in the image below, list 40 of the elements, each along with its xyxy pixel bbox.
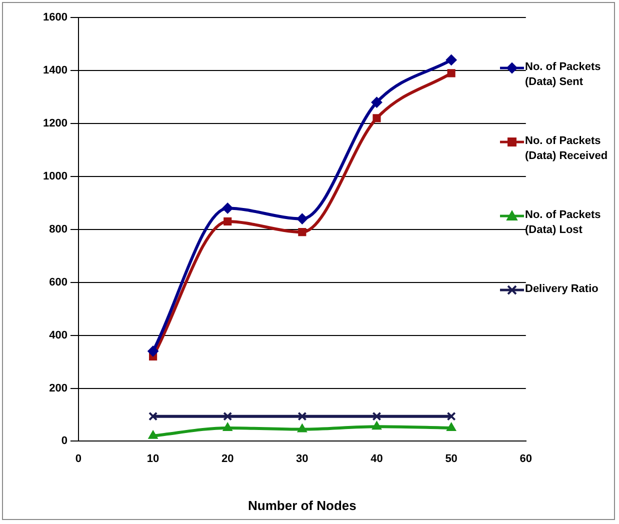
point	[446, 54, 457, 66]
point	[372, 412, 382, 421]
x-tick-label: 40	[370, 452, 383, 465]
y-tick-label: 800	[49, 223, 68, 236]
point	[148, 430, 158, 439]
legend-label: No. of Packets (Data) Lost	[525, 208, 602, 238]
point	[447, 69, 456, 78]
point	[298, 228, 306, 236]
legend-label: No. of Packets (Data) Received	[525, 134, 609, 164]
point	[371, 96, 382, 108]
x-tick-label: 60	[520, 452, 532, 465]
y-tick-label: 1000	[42, 170, 68, 182]
x-axis-title: Number of Nodes	[248, 498, 356, 513]
x-tick-label: 30	[296, 452, 308, 465]
point	[372, 114, 381, 122]
point	[148, 346, 159, 357]
y-tick-label: 600	[49, 276, 68, 288]
x-tick-label: 50	[445, 452, 458, 465]
point	[148, 412, 158, 421]
point	[296, 213, 308, 224]
legend-label: Delivery Ratio	[525, 282, 598, 297]
y-tick-label: 1400	[42, 64, 68, 77]
point	[222, 422, 232, 431]
x-tick-label: 10	[146, 452, 160, 465]
y-tick-label: 1200	[42, 118, 68, 130]
y-tick-label: 1600	[42, 12, 68, 24]
y-tick-label: 0	[61, 435, 68, 448]
point	[297, 424, 308, 432]
x-tick-label: 0	[75, 452, 82, 465]
point	[446, 422, 456, 431]
x-tick-label: 20	[221, 452, 234, 465]
point	[223, 412, 232, 421]
point	[298, 412, 307, 421]
y-tick-label: 200	[49, 382, 68, 394]
point	[222, 202, 234, 214]
point	[224, 217, 232, 226]
point	[372, 421, 382, 430]
point	[446, 412, 456, 421]
y-tick-label: 400	[49, 329, 68, 342]
legend-label: No. of Packets (Data) Sent	[525, 60, 602, 90]
